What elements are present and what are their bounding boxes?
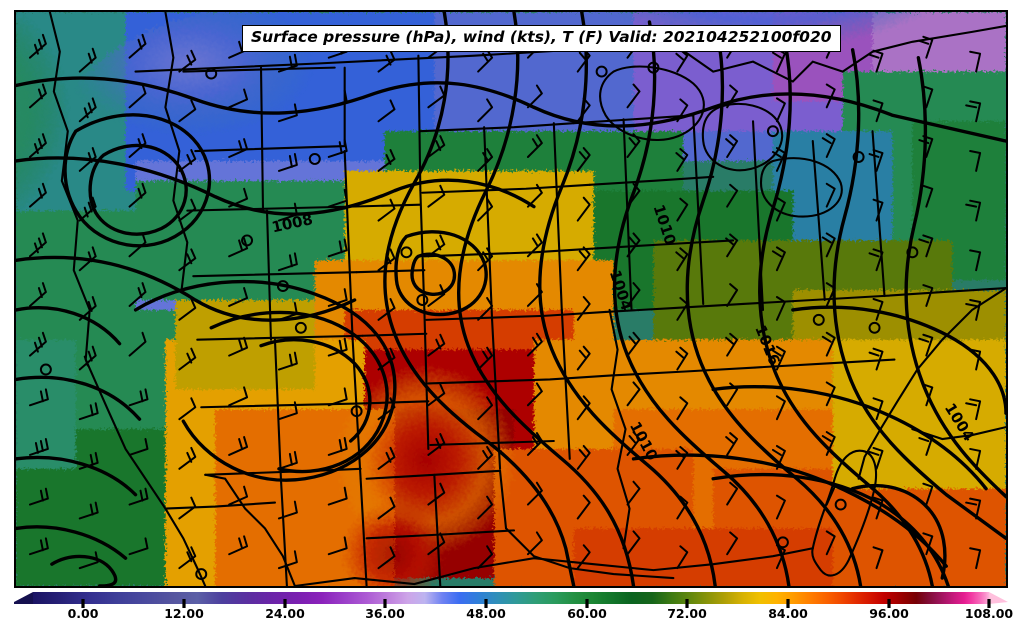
map-axes[interactable]: 1004 1010 1016 1010 1004 1008 <box>14 10 1008 588</box>
colorbar-tick-0: 0.00 <box>67 606 99 621</box>
temperature-shading-layer <box>16 12 1006 586</box>
colorbar-body[interactable] <box>33 592 989 604</box>
plot-title: Surface pressure (hPa), wind (kts), T (F… <box>242 25 841 52</box>
svg-text:1004: 1004 <box>606 268 636 313</box>
colorbar-ticks <box>81 599 991 608</box>
isobar-contours <box>16 12 1006 586</box>
colorbar-tick-8: 96.00 <box>869 606 909 621</box>
colorbar-tick-9: 108.00 <box>964 606 1014 621</box>
colorbar-extend-min <box>14 592 33 604</box>
colorbar-gradient[interactable] <box>0 588 1022 612</box>
colorbar-tick-4: 48.00 <box>466 606 506 621</box>
map-overlay-layer: 1004 1010 1016 1010 1004 1008 <box>16 12 1006 586</box>
colorbar-tick-6: 72.00 <box>667 606 707 621</box>
colorbar-tick-5: 60.00 <box>567 606 607 621</box>
svg-text:1010: 1010 <box>650 202 680 247</box>
colorbar-tick-1: 12.00 <box>164 606 204 621</box>
colorbar-tick-7: 84.00 <box>768 606 808 621</box>
colorbar-tick-labels: 0.00 12.00 24.00 36.00 48.00 60.00 72.00… <box>0 606 1022 630</box>
colorbar-tick-3: 36.00 <box>365 606 405 621</box>
colorbar-tick-2: 24.00 <box>265 606 305 621</box>
colorbar[interactable]: 0.00 12.00 24.00 36.00 48.00 60.00 72.00… <box>0 588 1022 632</box>
svg-text:1016: 1016 <box>751 323 783 368</box>
svg-text:1010: 1010 <box>626 419 661 464</box>
colorbar-extend-max <box>989 592 1008 604</box>
